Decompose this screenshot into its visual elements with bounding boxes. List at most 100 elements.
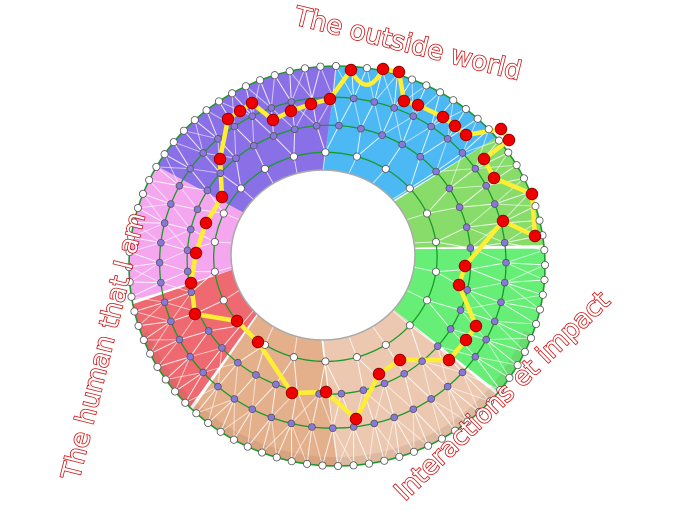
red-node: [199, 216, 213, 230]
spoke-line: [447, 386, 491, 402]
spoke-line: [194, 119, 204, 154]
spoke-line: [251, 374, 257, 410]
spoke-line: [190, 347, 223, 358]
purple-node: [482, 335, 490, 344]
spoke-line: [251, 116, 255, 146]
spoke-line: [459, 185, 487, 208]
red-node: [213, 152, 227, 166]
spoke-line: [403, 373, 432, 400]
white-node: [513, 361, 522, 370]
spoke-line: [504, 242, 545, 251]
spoke-line: [183, 130, 204, 154]
white-node: [139, 335, 148, 344]
spoke-line: [436, 168, 476, 173]
spoke-line: [129, 281, 161, 284]
spoke-line: [504, 279, 545, 284]
white-node: [451, 426, 460, 435]
spoke-line: [485, 339, 510, 379]
purple-node: [269, 132, 278, 140]
purple-node: [186, 225, 195, 234]
white-node: [127, 292, 136, 301]
spoke-line: [306, 426, 313, 464]
purple-node: [175, 335, 184, 344]
spoke-line: [198, 299, 224, 313]
purple-node: [433, 342, 442, 350]
spoke-line: [412, 409, 415, 452]
spoke-line: [251, 80, 261, 117]
purple-node: [160, 219, 169, 227]
spoke-line: [475, 152, 509, 170]
spoke-line: [504, 282, 543, 296]
spoke-line: [142, 193, 166, 224]
purple-node: [500, 278, 509, 287]
purple-node: [398, 140, 406, 149]
purple-node: [335, 121, 343, 130]
spoke-line: [129, 251, 160, 264]
spoke-line: [403, 373, 414, 410]
spoke-line: [373, 74, 398, 103]
white-node: [408, 75, 417, 84]
spoke-line: [221, 325, 242, 349]
spoke-line: [240, 310, 254, 326]
spoke-line: [353, 98, 362, 129]
purple-node: [466, 244, 475, 252]
spoke-line: [179, 185, 198, 210]
purple-node: [370, 98, 379, 106]
sector-sky-blue: [323, 66, 497, 201]
purple-node: [216, 169, 225, 178]
spoke-line: [393, 417, 415, 453]
white-node: [520, 347, 529, 356]
spoke-line: [137, 207, 165, 224]
purple-node: [349, 94, 358, 103]
spoke-line: [289, 71, 292, 103]
red-node: [397, 94, 411, 108]
spoke-line: [426, 206, 460, 214]
spoke-line: [131, 236, 161, 244]
white-node: [405, 184, 414, 193]
spoke-line: [426, 299, 461, 311]
red-node: [304, 97, 318, 111]
spoke-line: [174, 372, 204, 392]
white-node: [285, 67, 294, 76]
spoke-line: [128, 266, 162, 284]
white-node: [256, 76, 265, 85]
purple-node: [214, 382, 222, 391]
spoke-line: [383, 383, 395, 418]
red-node: [284, 104, 298, 118]
white-node: [202, 106, 211, 115]
spoke-line: [430, 92, 441, 127]
spoke-line: [276, 423, 292, 458]
red-node: [251, 335, 265, 349]
spoke-line: [164, 222, 188, 251]
spoke-line: [462, 372, 491, 402]
red-node: [266, 113, 280, 127]
white-node: [519, 174, 528, 183]
spoke-line: [233, 398, 235, 440]
white-node: [243, 442, 252, 451]
white-node: [270, 71, 279, 80]
spoke-line: [138, 320, 171, 327]
purple-node: [409, 405, 418, 414]
red-node: [525, 187, 539, 201]
spoke-line: [467, 289, 502, 303]
white-node: [316, 62, 325, 71]
red-node: [285, 386, 299, 400]
spoke-line: [207, 398, 235, 424]
spoke-line: [233, 408, 253, 440]
spoke-line: [437, 346, 449, 387]
white-node: [505, 373, 514, 382]
spoke-line: [435, 241, 471, 249]
spoke-line: [409, 324, 439, 347]
spoke-line: [143, 320, 172, 341]
spoke-line: [448, 152, 463, 189]
white-node: [216, 427, 225, 436]
spoke-line: [373, 383, 385, 424]
spoke-line: [435, 226, 467, 243]
red-node: [458, 259, 472, 273]
spoke-line: [486, 339, 526, 353]
spoke-line: [494, 320, 532, 339]
spoke-line: [270, 417, 278, 458]
red-node: [448, 119, 462, 133]
spoke-line: [322, 428, 334, 466]
spoke-line: [500, 301, 541, 311]
